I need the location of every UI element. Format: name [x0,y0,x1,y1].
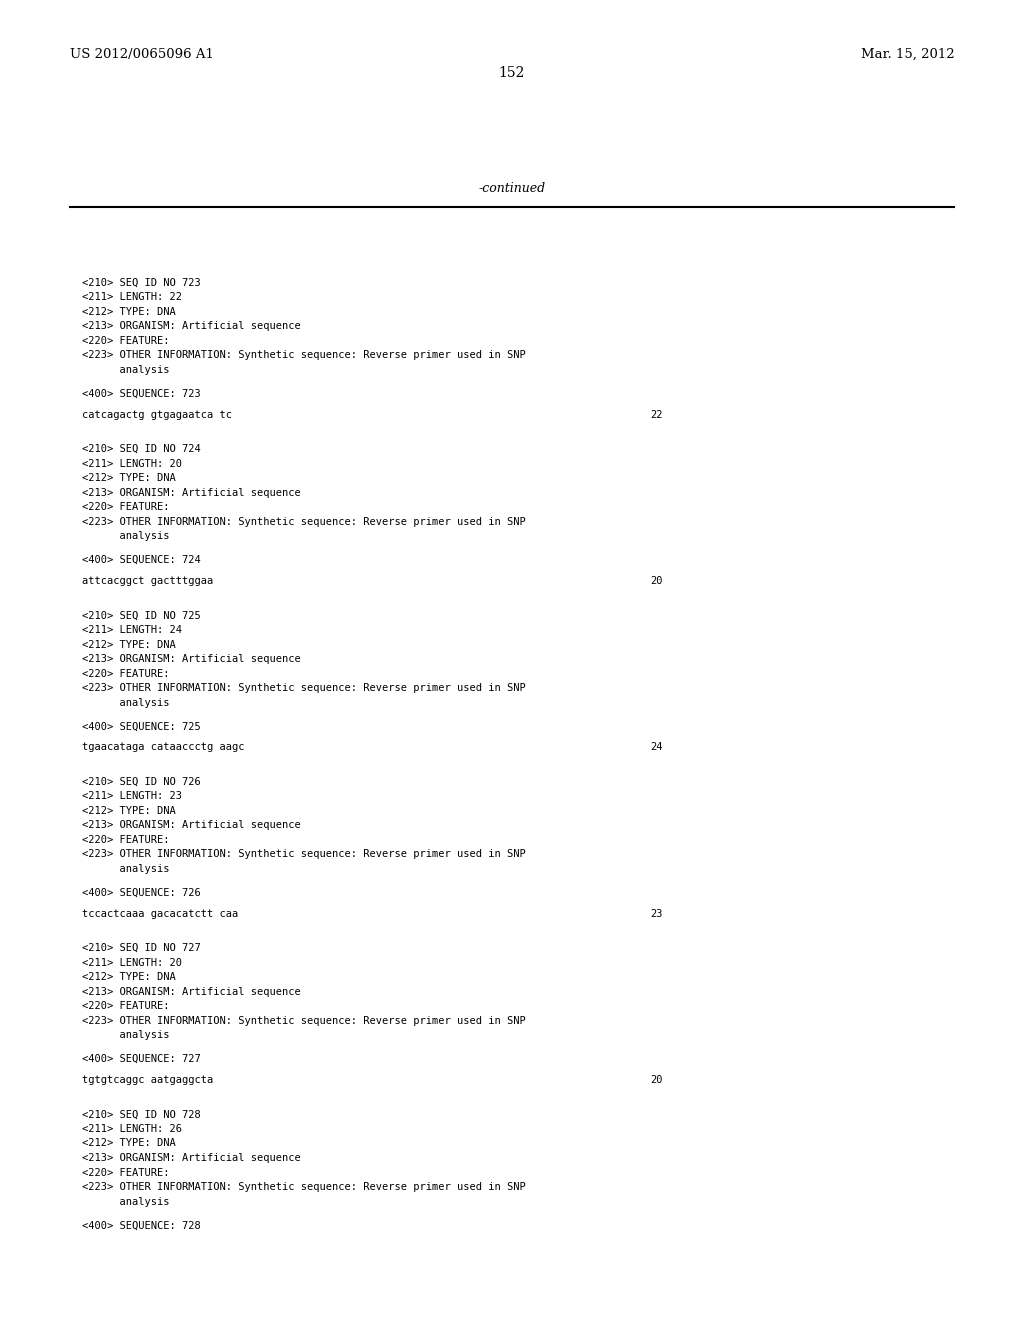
Text: tgaacataga cataaccctg aagc: tgaacataga cataaccctg aagc [82,742,245,752]
Text: <223> OTHER INFORMATION: Synthetic sequence: Reverse primer used in SNP: <223> OTHER INFORMATION: Synthetic seque… [82,850,525,859]
Text: <400> SEQUENCE: 725: <400> SEQUENCE: 725 [82,721,201,731]
Text: <223> OTHER INFORMATION: Synthetic sequence: Reverse primer used in SNP: <223> OTHER INFORMATION: Synthetic seque… [82,1016,525,1026]
Text: analysis: analysis [82,364,169,375]
Text: <210> SEQ ID NO 723: <210> SEQ ID NO 723 [82,279,201,288]
Text: -continued: -continued [478,182,546,195]
Text: catcagactg gtgagaatca tc: catcagactg gtgagaatca tc [82,409,231,420]
Text: <211> LENGTH: 23: <211> LENGTH: 23 [82,791,182,801]
Text: <213> ORGANISM: Artificial sequence: <213> ORGANISM: Artificial sequence [82,820,301,830]
Text: tccactcaaa gacacatctt caa: tccactcaaa gacacatctt caa [82,908,239,919]
Text: <223> OTHER INFORMATION: Synthetic sequence: Reverse primer used in SNP: <223> OTHER INFORMATION: Synthetic seque… [82,1183,525,1192]
Text: <400> SEQUENCE: 723: <400> SEQUENCE: 723 [82,388,201,399]
Text: <210> SEQ ID NO 724: <210> SEQ ID NO 724 [82,444,201,454]
Text: <211> LENGTH: 20: <211> LENGTH: 20 [82,459,182,469]
Text: <213> ORGANISM: Artificial sequence: <213> ORGANISM: Artificial sequence [82,322,301,331]
Text: tgtgtcaggc aatgaggcta: tgtgtcaggc aatgaggcta [82,1074,213,1085]
Text: <213> ORGANISM: Artificial sequence: <213> ORGANISM: Artificial sequence [82,1154,301,1163]
Text: 22: 22 [650,409,663,420]
Text: <220> FEATURE:: <220> FEATURE: [82,335,169,346]
Text: <220> FEATURE:: <220> FEATURE: [82,502,169,512]
Text: attcacggct gactttggaa: attcacggct gactttggaa [82,576,213,586]
Text: <223> OTHER INFORMATION: Synthetic sequence: Reverse primer used in SNP: <223> OTHER INFORMATION: Synthetic seque… [82,350,525,360]
Text: analysis: analysis [82,1030,169,1040]
Text: <213> ORGANISM: Artificial sequence: <213> ORGANISM: Artificial sequence [82,987,301,997]
Text: 24: 24 [650,742,663,752]
Text: <213> ORGANISM: Artificial sequence: <213> ORGANISM: Artificial sequence [82,488,301,498]
Text: <212> TYPE: DNA: <212> TYPE: DNA [82,640,176,649]
Text: analysis: analysis [82,531,169,541]
Text: <211> LENGTH: 24: <211> LENGTH: 24 [82,626,182,635]
Text: <220> FEATURE:: <220> FEATURE: [82,836,169,845]
Text: <210> SEQ ID NO 725: <210> SEQ ID NO 725 [82,610,201,620]
Text: <210> SEQ ID NO 728: <210> SEQ ID NO 728 [82,1109,201,1119]
Text: <223> OTHER INFORMATION: Synthetic sequence: Reverse primer used in SNP: <223> OTHER INFORMATION: Synthetic seque… [82,516,525,527]
Text: <220> FEATURE:: <220> FEATURE: [82,1167,169,1177]
Text: <210> SEQ ID NO 726: <210> SEQ ID NO 726 [82,776,201,787]
Text: <400> SEQUENCE: 728: <400> SEQUENCE: 728 [82,1220,201,1230]
Text: 20: 20 [650,1074,663,1085]
Text: <400> SEQUENCE: 727: <400> SEQUENCE: 727 [82,1053,201,1064]
Text: <213> ORGANISM: Artificial sequence: <213> ORGANISM: Artificial sequence [82,655,301,664]
Text: analysis: analysis [82,697,169,708]
Text: <400> SEQUENCE: 724: <400> SEQUENCE: 724 [82,554,201,565]
Text: US 2012/0065096 A1: US 2012/0065096 A1 [70,48,214,61]
Text: 152: 152 [499,66,525,81]
Text: <212> TYPE: DNA: <212> TYPE: DNA [82,972,176,982]
Text: <211> LENGTH: 22: <211> LENGTH: 22 [82,293,182,302]
Text: <211> LENGTH: 26: <211> LENGTH: 26 [82,1125,182,1134]
Text: <211> LENGTH: 20: <211> LENGTH: 20 [82,958,182,968]
Text: <210> SEQ ID NO 727: <210> SEQ ID NO 727 [82,942,201,953]
Text: 23: 23 [650,908,663,919]
Text: <212> TYPE: DNA: <212> TYPE: DNA [82,1138,176,1148]
Text: Mar. 15, 2012: Mar. 15, 2012 [861,48,954,61]
Text: 20: 20 [650,576,663,586]
Text: <212> TYPE: DNA: <212> TYPE: DNA [82,308,176,317]
Text: <220> FEATURE:: <220> FEATURE: [82,668,169,678]
Text: <212> TYPE: DNA: <212> TYPE: DNA [82,474,176,483]
Text: <223> OTHER INFORMATION: Synthetic sequence: Reverse primer used in SNP: <223> OTHER INFORMATION: Synthetic seque… [82,684,525,693]
Text: analysis: analysis [82,865,169,874]
Text: <400> SEQUENCE: 726: <400> SEQUENCE: 726 [82,887,201,898]
Text: analysis: analysis [82,1196,169,1206]
Text: <212> TYPE: DNA: <212> TYPE: DNA [82,805,176,816]
Text: <220> FEATURE:: <220> FEATURE: [82,1001,169,1011]
